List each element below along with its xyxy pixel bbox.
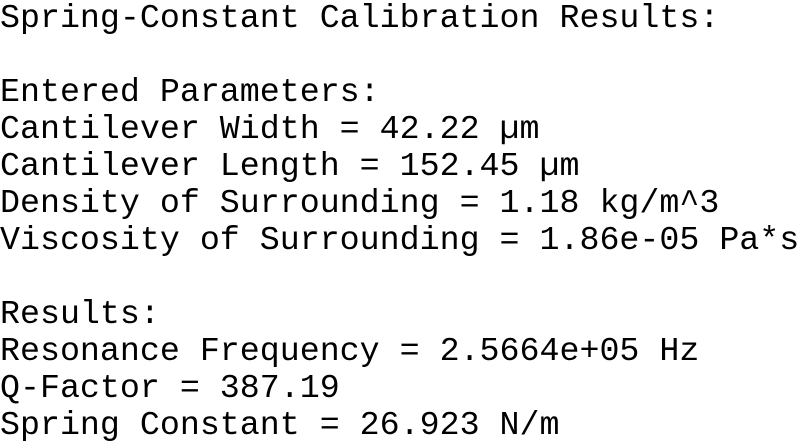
parameter-line: Cantilever Width = 42.22 µm (0, 110, 540, 148)
parameter-line: Cantilever Length = 152.45 µm (0, 147, 580, 185)
parameter-line: Viscosity of Surrounding = 1.86e-05 Pa*s (0, 221, 800, 259)
section-heading: Entered Parameters: (0, 73, 380, 111)
result-line: Spring Constant = 26.923 N/m (0, 406, 560, 444)
parameter-line: Density of Surrounding = 1.18 kg/m^3 (0, 184, 720, 222)
section-heading: Results: (0, 295, 160, 333)
title: Spring-Constant Calibration Results: (0, 0, 720, 37)
result-line: Resonance Frequency = 2.5664e+05 Hz (0, 332, 700, 370)
result-line: Q-Factor = 387.19 (0, 369, 340, 407)
